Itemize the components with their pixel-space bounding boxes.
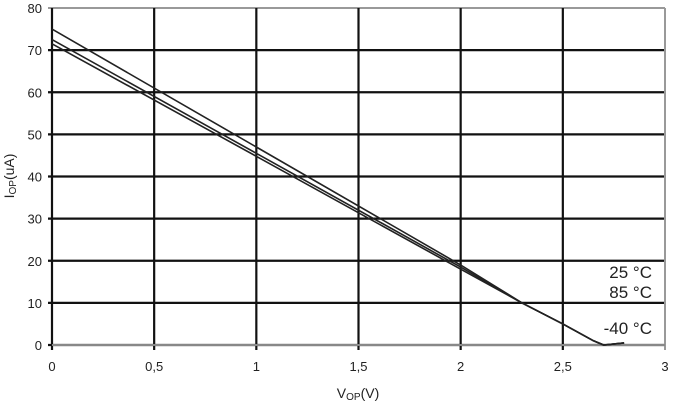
- y-tick-label: 60: [28, 85, 42, 100]
- series-line-85C: [51, 38, 625, 346]
- x-tick-label: 3: [661, 359, 668, 374]
- x-tick-label: 0,5: [145, 359, 163, 374]
- y-tick-label: 80: [28, 1, 42, 16]
- x-tick-label: 1: [253, 359, 260, 374]
- annotation-85c: 85 °C: [609, 283, 652, 302]
- x-tick-label: 0: [48, 359, 55, 374]
- series-line-25C: [51, 28, 625, 346]
- x-tick-label: 2,5: [554, 359, 572, 374]
- x-tick-label: 2: [457, 359, 464, 374]
- x-tick-label: 1,5: [349, 359, 367, 374]
- series-line--40C: [51, 43, 625, 346]
- y-tick-label: 0: [35, 338, 42, 353]
- y-tick-label: 40: [28, 170, 42, 185]
- y-axis-label: IOP(uA): [1, 154, 19, 199]
- x-axis-label: VOP(V): [337, 385, 379, 403]
- y-tick-label: 10: [28, 296, 42, 311]
- y-tick-label: 20: [28, 254, 42, 269]
- annotation-25c: 25 °C: [609, 263, 652, 282]
- annotation-minus40c: -40 °C: [604, 319, 652, 338]
- y-tick-label: 50: [28, 127, 42, 142]
- y-tick-label: 30: [28, 212, 42, 227]
- y-tick-label: 70: [28, 43, 42, 58]
